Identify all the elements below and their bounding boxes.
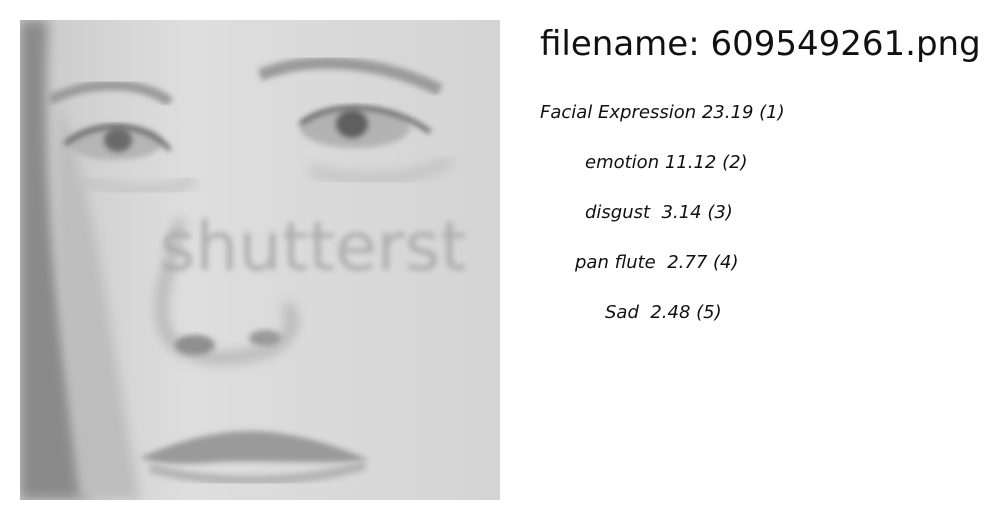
prediction-3: disgust 3.14 (3) xyxy=(585,202,733,223)
filename-title: filename: 609549261.png xyxy=(540,24,981,64)
face-image: shutterst xyxy=(20,20,500,500)
face-photo: shutterst xyxy=(20,20,500,500)
prediction-4: pan flute 2.77 (4) xyxy=(575,252,739,273)
watermark-text: shutterst xyxy=(160,208,467,287)
prediction-1: Facial Expression 23.19 (1) xyxy=(540,102,785,123)
prediction-2: emotion 11.12 (2) xyxy=(585,152,748,173)
prediction-5: Sad 2.48 (5) xyxy=(605,302,722,323)
